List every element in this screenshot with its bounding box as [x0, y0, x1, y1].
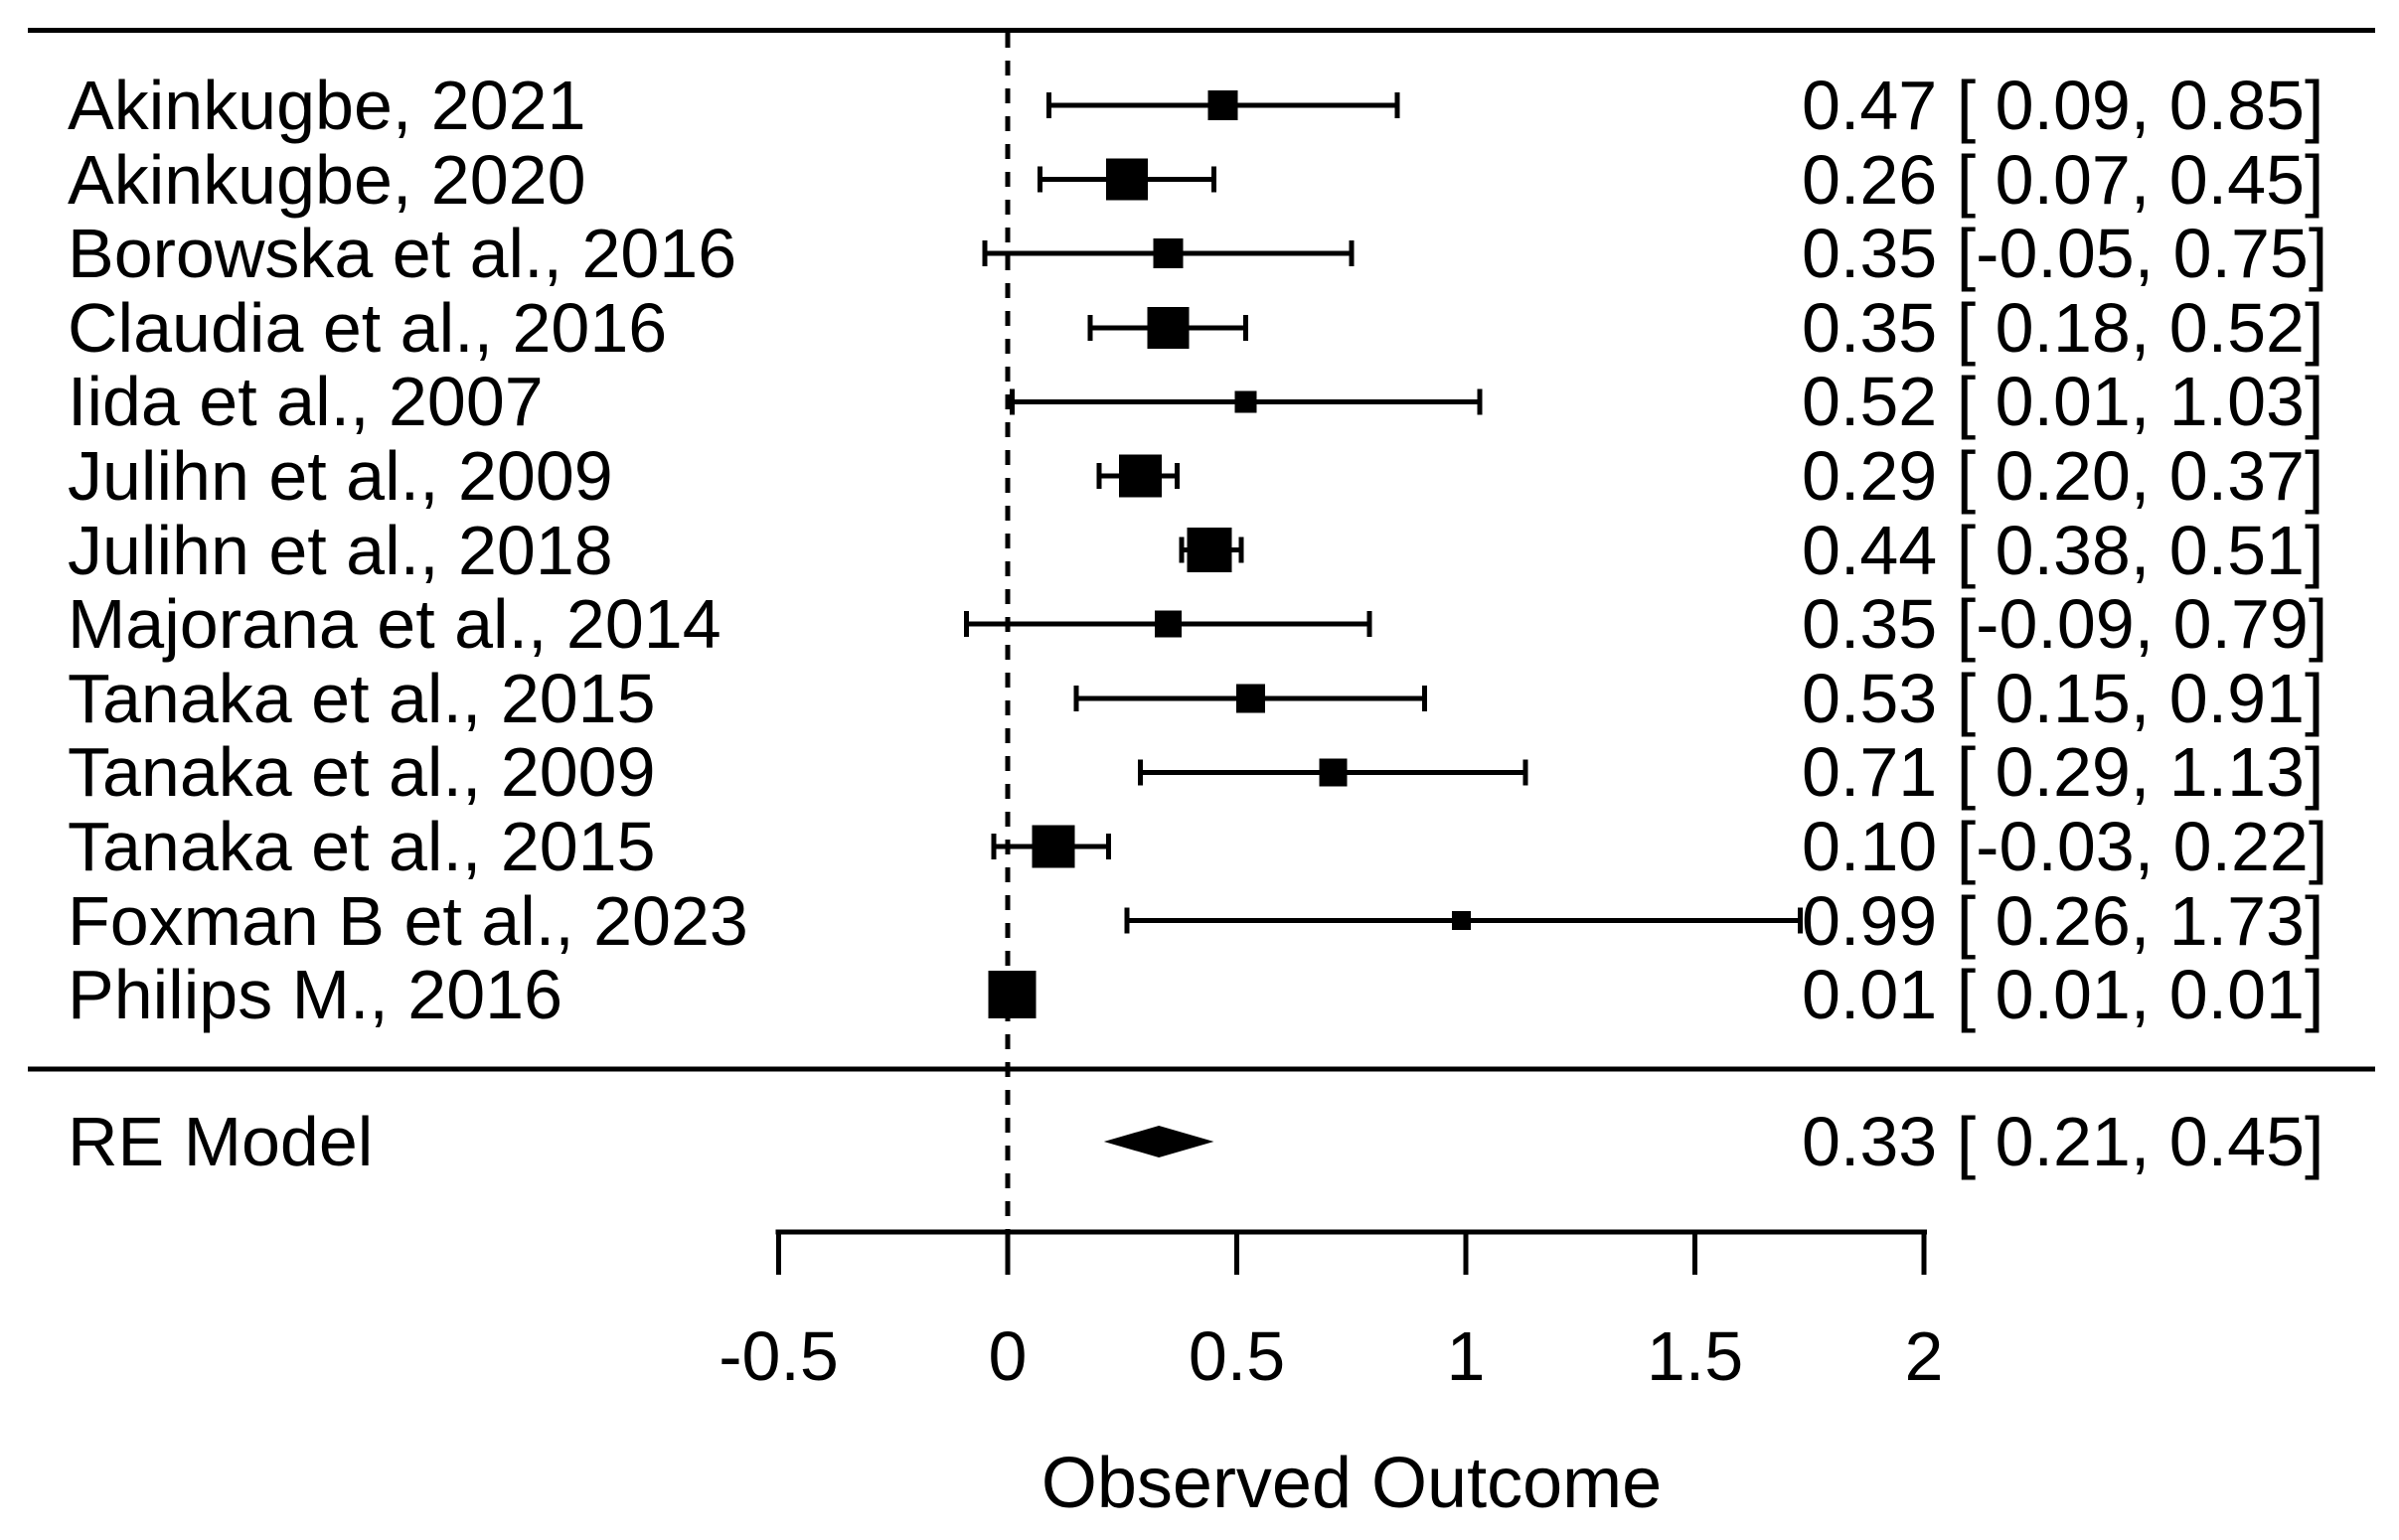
x-tick-label: 1.5: [1646, 1317, 1744, 1395]
x-tick-label: 0.5: [1188, 1317, 1286, 1395]
study-label: Julihn et al., 2018: [68, 511, 613, 589]
study-label: Julihn et al., 2009: [68, 437, 613, 515]
effect-square: [1032, 825, 1075, 868]
study-label: Majorana et al., 2014: [68, 585, 721, 664]
study-estimate-ci: 0.44 [ 0.38, 0.51]: [1802, 511, 2324, 589]
effect-square: [1451, 911, 1471, 931]
study-estimate-ci: 0.10 [-0.03, 0.22]: [1802, 808, 2328, 885]
effect-square: [988, 971, 1037, 1019]
effect-square: [1234, 390, 1257, 413]
study-label: Tanaka et al., 2015: [68, 659, 656, 737]
study-estimate-ci: 0.47 [ 0.09, 0.85]: [1802, 67, 2324, 144]
study-label: Iida et al., 2007: [68, 363, 544, 441]
x-tick-label: 2: [1904, 1317, 1944, 1395]
study-label: Philips M., 2016: [68, 956, 563, 1034]
effect-square: [1207, 90, 1238, 120]
effect-square: [1105, 158, 1148, 201]
effect-square: [1319, 758, 1348, 787]
study-estimate-ci: 0.35 [-0.09, 0.79]: [1802, 585, 2328, 664]
effect-square: [1154, 610, 1182, 638]
study-estimate-ci: 0.71 [ 0.29, 1.13]: [1802, 733, 2324, 812]
effect-square: [1235, 684, 1265, 713]
x-axis-title: Observed Outcome: [1040, 1444, 1663, 1523]
study-estimate-ci: 0.99 [ 0.26, 1.73]: [1802, 881, 2324, 960]
effect-square: [1119, 454, 1163, 498]
study-label: Borowska et al., 2016: [68, 215, 737, 293]
summary-diamond: [1103, 1126, 1214, 1157]
study-estimate-ci: 0.53 [ 0.15, 0.91]: [1802, 659, 2324, 737]
effect-square: [1153, 238, 1184, 269]
study-estimate-ci: 0.01 [ 0.01, 0.01]: [1802, 956, 2324, 1034]
study-label: Claudia et al., 2016: [68, 288, 668, 367]
study-label: Akinkugbe, 2020: [68, 140, 586, 219]
summary-estimate-ci: 0.33 [ 0.21, 0.45]: [1802, 1103, 2324, 1180]
study-label: Foxman B et al., 2023: [68, 881, 748, 960]
x-tick-label: 1: [1446, 1317, 1486, 1395]
x-tick-label: 0: [988, 1317, 1028, 1395]
study-estimate-ci: 0.29 [ 0.20, 0.37]: [1802, 437, 2324, 515]
x-tick-label: -0.5: [719, 1317, 839, 1395]
summary-label: RE Model: [68, 1103, 374, 1180]
effect-square: [1147, 306, 1190, 349]
study-label: Tanaka et al., 2015: [68, 808, 656, 885]
study-label: Tanaka et al., 2009: [68, 733, 656, 812]
effect-square: [1187, 528, 1232, 573]
study-estimate-ci: 0.35 [ 0.18, 0.52]: [1802, 288, 2324, 367]
study-estimate-ci: 0.35 [-0.05, 0.75]: [1802, 215, 2328, 293]
study-estimate-ci: 0.52 [ 0.01, 1.03]: [1802, 363, 2324, 441]
study-estimate-ci: 0.26 [ 0.07, 0.45]: [1802, 140, 2324, 219]
study-label: Akinkugbe, 2021: [68, 67, 586, 144]
